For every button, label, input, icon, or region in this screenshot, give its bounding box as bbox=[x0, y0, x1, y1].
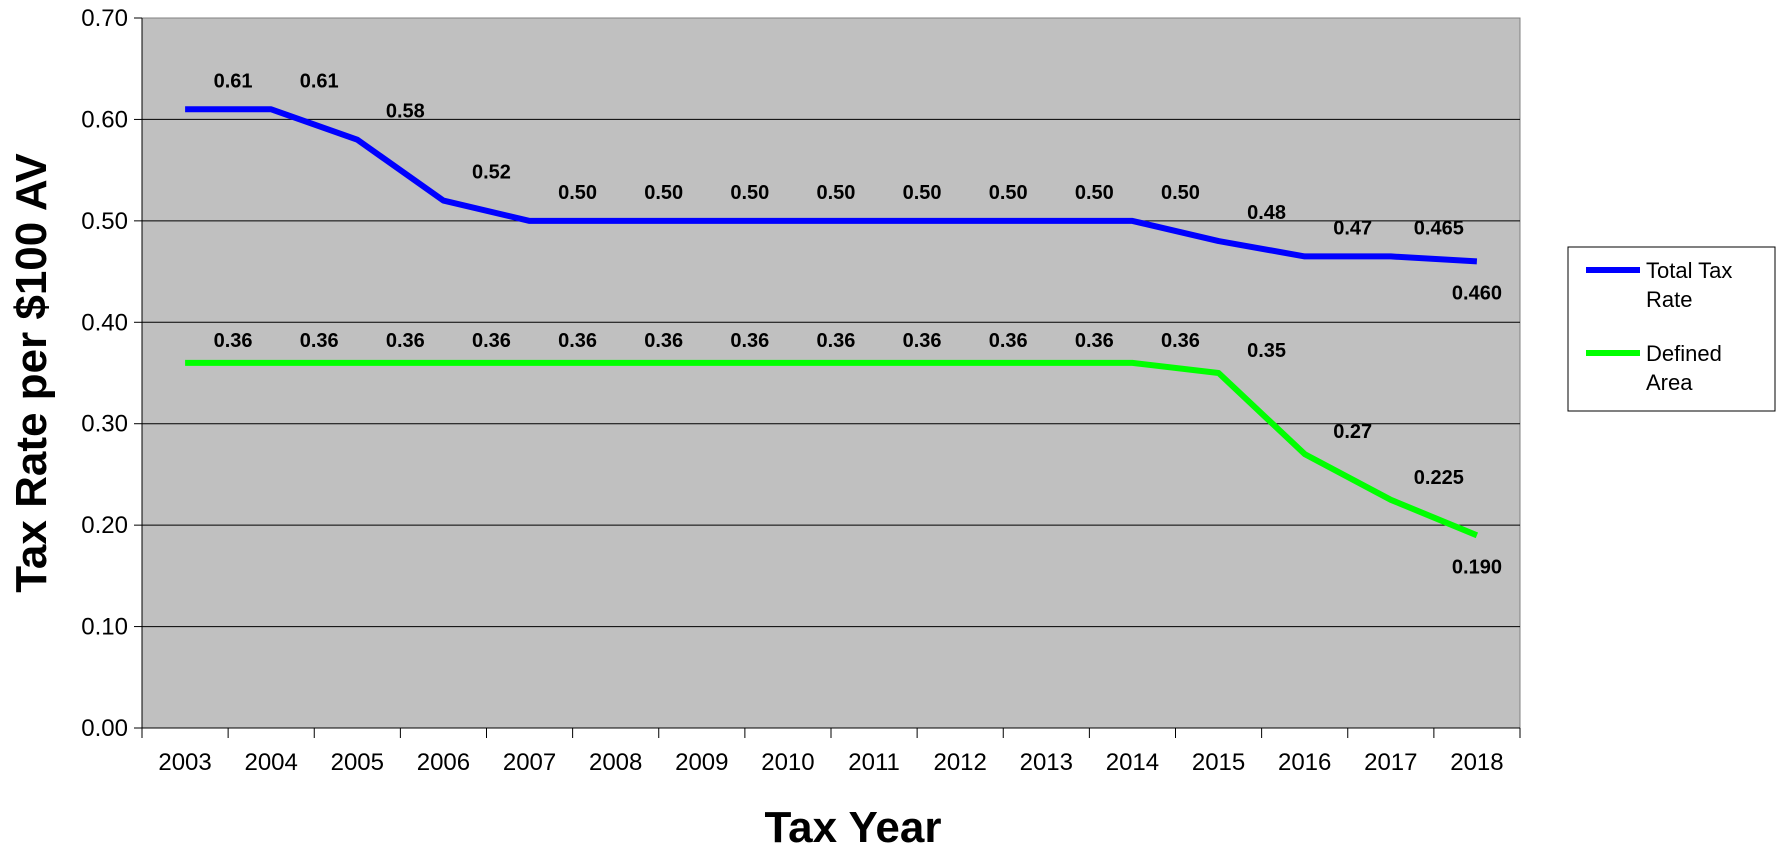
data-label: 0.36 bbox=[558, 330, 597, 352]
legend-label: Defined bbox=[1646, 341, 1722, 366]
series-line-total-tax-rate bbox=[185, 106, 1478, 265]
x-tick-label: 2008 bbox=[589, 749, 642, 776]
data-label: 0.465 bbox=[1414, 217, 1464, 239]
x-tick-label: 2007 bbox=[503, 749, 556, 776]
data-label: 0.460 bbox=[1452, 282, 1502, 304]
data-label: 0.52 bbox=[472, 162, 511, 184]
legend: Total Tax Rate Defined Area bbox=[1567, 246, 1776, 412]
data-label: 0.50 bbox=[1161, 182, 1200, 204]
x-tick-label: 2014 bbox=[1106, 749, 1159, 776]
legend-label: Total Tax bbox=[1646, 258, 1732, 283]
legend-label: Rate bbox=[1646, 287, 1692, 312]
y-tick-label: 0.30 bbox=[81, 411, 128, 438]
x-tick-label: 2004 bbox=[244, 749, 297, 776]
y-tick-label: 0.10 bbox=[81, 614, 128, 641]
data-label: 0.35 bbox=[1247, 340, 1286, 362]
data-label: 0.61 bbox=[214, 70, 253, 92]
data-label: 0.50 bbox=[558, 182, 597, 204]
data-label: 0.48 bbox=[1247, 202, 1286, 224]
x-tick-label: 2012 bbox=[933, 749, 986, 776]
plot-area bbox=[141, 17, 1521, 729]
data-labels: 0.61 0.61 0.58 0.52 0.50 0.50 0.50 0.50 0.50 0.50… bbox=[214, 70, 1502, 578]
data-label: 0.36 bbox=[730, 330, 769, 352]
y-axis-title: Tax Rate per $100 AV bbox=[7, 153, 56, 593]
data-label: 0.50 bbox=[816, 182, 855, 204]
data-label: 0.50 bbox=[989, 182, 1028, 204]
x-tick-label: 2005 bbox=[331, 749, 384, 776]
x-tick-label: 2016 bbox=[1278, 749, 1331, 776]
data-label: 0.50 bbox=[1075, 182, 1114, 204]
legend-label: Area bbox=[1646, 370, 1693, 395]
x-axis-ticks: 2003 2004 2005 2006 2007 2008 2009 2010 2011 2012… bbox=[141, 728, 1521, 776]
y-tick-label: 0.60 bbox=[81, 106, 128, 133]
data-label: 0.27 bbox=[1333, 421, 1372, 443]
data-label: 0.50 bbox=[730, 182, 769, 204]
x-tick-label: 2018 bbox=[1450, 749, 1503, 776]
data-label: 0.36 bbox=[816, 330, 855, 352]
data-label: 0.36 bbox=[989, 330, 1028, 352]
data-label: 0.47 bbox=[1333, 217, 1372, 239]
x-tick-label: 2015 bbox=[1192, 749, 1245, 776]
x-axis-title: Tax Year bbox=[765, 803, 942, 851]
x-tick-label: 2013 bbox=[1020, 749, 1073, 776]
data-label: 0.36 bbox=[1075, 330, 1114, 352]
x-tick-label: 2011 bbox=[848, 749, 900, 776]
data-label: 0.36 bbox=[644, 330, 683, 352]
data-label: 0.58 bbox=[386, 101, 425, 123]
x-tick-label: 2003 bbox=[158, 749, 211, 776]
y-tick-label: 0.20 bbox=[81, 512, 128, 539]
series-group bbox=[185, 106, 1479, 539]
y-tick-label: 0.00 bbox=[81, 715, 128, 742]
data-label: 0.225 bbox=[1414, 467, 1464, 489]
y-tick-label: 0.50 bbox=[81, 208, 128, 235]
data-label: 0.36 bbox=[903, 330, 942, 352]
y-tick-label: 0.40 bbox=[81, 309, 128, 336]
x-tick-label: 2017 bbox=[1364, 749, 1417, 776]
data-label: 0.36 bbox=[300, 330, 339, 352]
data-label: 0.36 bbox=[1161, 330, 1200, 352]
x-tick-label: 2010 bbox=[761, 749, 814, 776]
data-label: 0.50 bbox=[903, 182, 942, 204]
data-label: 0.61 bbox=[300, 70, 339, 92]
x-tick-label: 2009 bbox=[675, 749, 728, 776]
series-line-defined-area bbox=[185, 359, 1479, 539]
data-label: 0.36 bbox=[214, 330, 253, 352]
y-tick-label: 0.70 bbox=[81, 5, 128, 32]
data-label: 0.36 bbox=[386, 330, 425, 352]
data-label: 0.190 bbox=[1452, 556, 1502, 578]
data-label: 0.36 bbox=[472, 330, 511, 352]
x-tick-label: 2006 bbox=[417, 749, 470, 776]
y-axis-ticks: 0.00 0.10 0.20 0.30 0.40 0.50 0.60 0.70 bbox=[81, 5, 142, 742]
data-label: 0.50 bbox=[644, 182, 683, 204]
legend-box bbox=[1567, 246, 1776, 412]
